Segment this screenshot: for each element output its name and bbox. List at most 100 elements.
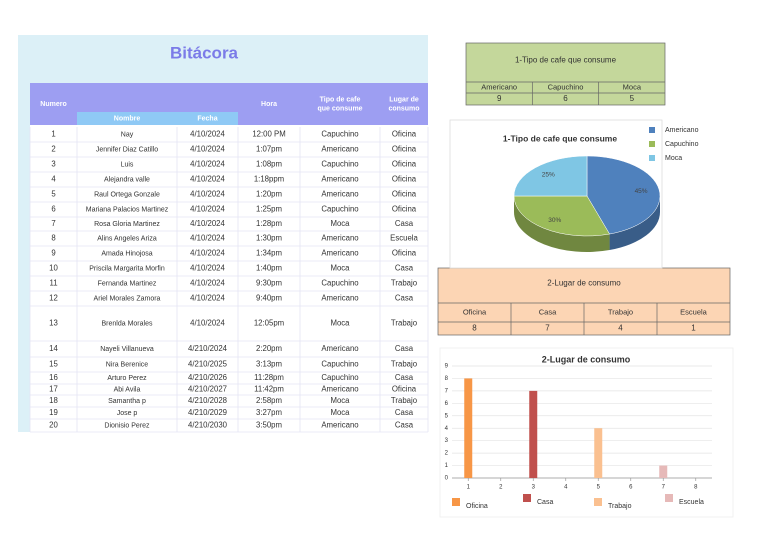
legend-swatch <box>523 494 531 502</box>
cell: Oficina <box>392 130 417 139</box>
summary-header: Moca <box>623 82 642 91</box>
cell: Dionisio Perez <box>104 422 150 429</box>
cell: 4/10/2024 <box>190 205 225 214</box>
cell: 4/10/2024 <box>190 279 225 288</box>
sheet-title: Bitácora <box>170 43 239 62</box>
cell: Oficina <box>392 249 417 258</box>
summary-header: Americano <box>481 82 517 91</box>
chart-frame <box>439 347 734 518</box>
cell: 3 <box>51 160 55 169</box>
cell: 4/210/2029 <box>188 408 227 417</box>
cell: 4/10/2024 <box>190 319 225 328</box>
y-tick-label: 9 <box>445 364 449 370</box>
cell: Capuchino <box>321 373 359 382</box>
cell: 10 <box>49 264 58 273</box>
cell: 1:20pm <box>256 190 282 199</box>
cell: Americano <box>321 234 359 243</box>
summary-header: Escuela <box>680 307 708 316</box>
y-tick-label: 5 <box>445 413 449 419</box>
cell: Casa <box>395 344 414 353</box>
cell: 4/10/2024 <box>190 190 225 199</box>
cell: Americano <box>321 249 359 258</box>
cell: Raul Ortega Gonzale <box>94 191 160 198</box>
column-header: Nombre <box>114 115 141 122</box>
cell: Capuchino <box>321 205 359 214</box>
chart-title: 1-Tipo de cafe que consume <box>503 133 617 143</box>
cell: 4/10/2024 <box>190 234 225 243</box>
cell: Americano <box>321 145 359 154</box>
cell: 8 <box>51 234 55 243</box>
cell: Fernanda Martinez <box>98 280 157 287</box>
cell: Escuela <box>390 234 418 243</box>
column-header: Lugar de consumo <box>388 96 419 112</box>
cell: 3:13pm <box>256 360 282 369</box>
cell: 2:20pm <box>256 344 282 353</box>
cell: Priscila Margarita Morfin <box>89 265 165 272</box>
cell: 6 <box>51 205 55 214</box>
pie-slice <box>513 195 610 237</box>
cell: Oficina <box>392 175 417 184</box>
cell: Oficina <box>392 160 417 169</box>
cell: 9:40pm <box>256 294 282 303</box>
summary-value: 9 <box>497 94 502 103</box>
summary-value: 4 <box>618 324 623 333</box>
cell: 4/210/2025 <box>188 360 228 369</box>
legend-swatch <box>665 494 673 502</box>
bar <box>594 428 603 478</box>
y-tick-label: 1 <box>445 463 449 469</box>
cell: Casa <box>395 264 414 273</box>
cell: Rosa Gloria Martinez <box>94 221 160 228</box>
cell: 17 <box>49 385 58 394</box>
bar <box>464 378 473 478</box>
cell: Casa <box>395 408 414 417</box>
cell: 19 <box>49 408 58 417</box>
summary-value: 8 <box>472 324 477 333</box>
x-tick-label: 7 <box>662 485 666 491</box>
cell: 7 <box>51 219 55 228</box>
summary-table-bg <box>465 42 666 106</box>
summary-header: Casa <box>539 307 557 316</box>
cell: 4/10/2024 <box>190 249 225 258</box>
y-tick-label: 4 <box>445 426 449 432</box>
cell: 13 <box>49 319 58 328</box>
cell: 12:00 PM <box>252 130 285 139</box>
column-header: Hora <box>261 101 277 108</box>
column-header: Tipo de cafe que consume <box>317 96 362 112</box>
cell: 4/10/2024 <box>190 160 225 169</box>
summary-table-title: 2-Lugar de consumo <box>547 279 621 288</box>
pie-value-label: 45% <box>635 188 648 195</box>
cell: 4/10/2024 <box>190 175 225 184</box>
summary-value: 1 <box>691 324 696 333</box>
column-header: Numero <box>40 101 66 108</box>
cell: 11 <box>49 279 57 288</box>
cell: 4/210/2027 <box>188 385 227 394</box>
y-tick-label: 8 <box>445 376 449 382</box>
cell: 1 <box>51 130 55 139</box>
pie-slice <box>513 155 588 197</box>
cell: Moca <box>330 264 350 273</box>
cell: Samantha p <box>108 398 146 405</box>
cell: 4/210/2026 <box>188 373 227 382</box>
cell: 1:28pm <box>256 219 282 228</box>
x-tick-label: 8 <box>694 485 698 491</box>
sheet-left-strip <box>18 83 30 432</box>
cell: 4/10/2024 <box>190 130 225 139</box>
cell: 1:07pm <box>256 145 282 154</box>
cell: 3:27pm <box>256 408 282 417</box>
cell: Nayeli Villanueva <box>100 346 154 353</box>
summary-table-title: 1-Tipo de cafe que consume <box>515 56 617 65</box>
x-tick-label: 4 <box>564 485 568 491</box>
cell: 9 <box>51 249 55 258</box>
y-tick-label: 2 <box>445 451 449 457</box>
cell: 3:50pm <box>256 421 282 430</box>
cell: Brenlda Morales <box>102 320 153 327</box>
cell: Americano <box>321 175 359 184</box>
cell: 1:40pm <box>256 264 282 273</box>
cell: 1:30pm <box>256 234 282 243</box>
cell: 1:08pm <box>256 160 282 169</box>
cell: Casa <box>395 294 414 303</box>
cell: Trabajo <box>391 360 418 369</box>
cell: Moca <box>330 408 350 417</box>
summary-header: Trabajo <box>608 307 633 316</box>
